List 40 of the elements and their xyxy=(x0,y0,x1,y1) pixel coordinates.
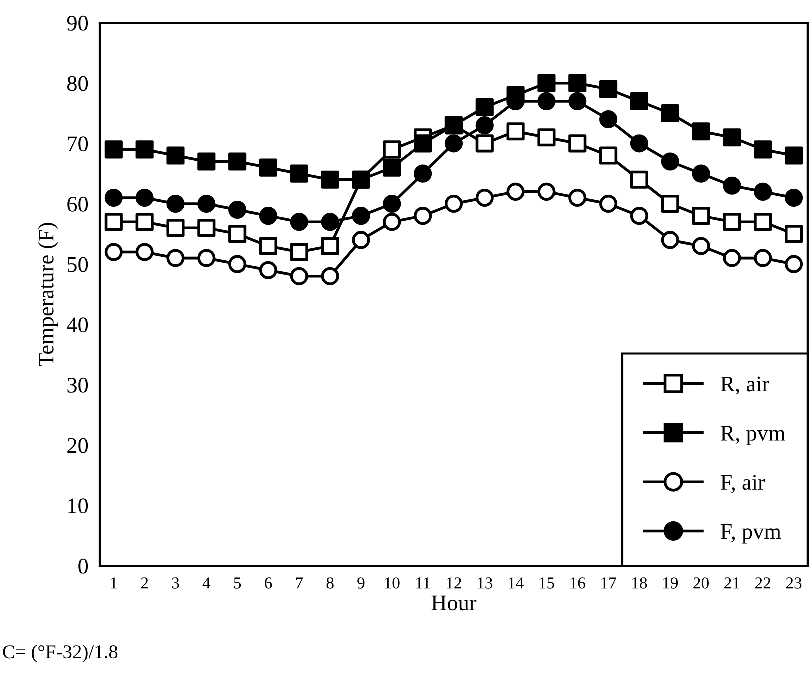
x-tick-label: 20 xyxy=(694,578,709,589)
y-tick-label: 40 xyxy=(67,318,88,333)
x-tick-label: 10 xyxy=(385,578,400,589)
legend-label: R, pvm xyxy=(720,426,786,446)
x-tick-label: 11 xyxy=(416,578,430,589)
x-tick-label: 6 xyxy=(265,578,272,589)
x-tick-label: 13 xyxy=(478,578,493,589)
y-tick-label: 80 xyxy=(68,76,88,92)
y-tick-label: 70 xyxy=(68,136,88,152)
y-tick-label: 0 xyxy=(78,558,88,574)
legend-label: F, pvm xyxy=(720,524,782,544)
x-tick-label: 23 xyxy=(786,578,802,589)
x-tick-label: 3 xyxy=(172,578,180,589)
x-tick-label: 12 xyxy=(447,578,462,589)
x-tick-label: 18 xyxy=(632,578,648,589)
x-tick-label: 17 xyxy=(602,578,616,589)
x-tick-label: 21 xyxy=(724,578,740,589)
y-tick-label: 50 xyxy=(68,257,88,272)
x-tick-label: 19 xyxy=(664,578,678,589)
x-tick-label: 14 xyxy=(508,578,524,589)
legend-label: R, air xyxy=(720,376,770,395)
x-tick-label: 1 xyxy=(111,578,118,589)
y-tick-label: 30 xyxy=(68,378,88,393)
x-tick-label: 2 xyxy=(141,578,148,589)
x-tick-label: 22 xyxy=(756,578,771,589)
x-tick-label: 16 xyxy=(570,578,586,589)
x-tick-label: 8 xyxy=(326,578,334,589)
y-tick-label: 20 xyxy=(68,438,88,454)
x-tick-label: 4 xyxy=(202,578,211,589)
y-tick-label: 90 xyxy=(67,16,88,31)
x-tick-label: 9 xyxy=(358,578,365,589)
text: C= (°F-32)/1.8 xyxy=(3,644,118,663)
x-tick-label: 5 xyxy=(234,578,242,589)
x-tick-label: 15 xyxy=(540,578,554,589)
x-tick-label: 7 xyxy=(296,578,304,589)
y-tick-label: 60 xyxy=(68,196,88,212)
y-tick-label: 10 xyxy=(68,498,88,514)
x-axis-title: Hour xyxy=(432,596,477,611)
y-axis-title: Temperature (F) xyxy=(38,223,58,366)
legend-label: F, air xyxy=(720,475,766,494)
